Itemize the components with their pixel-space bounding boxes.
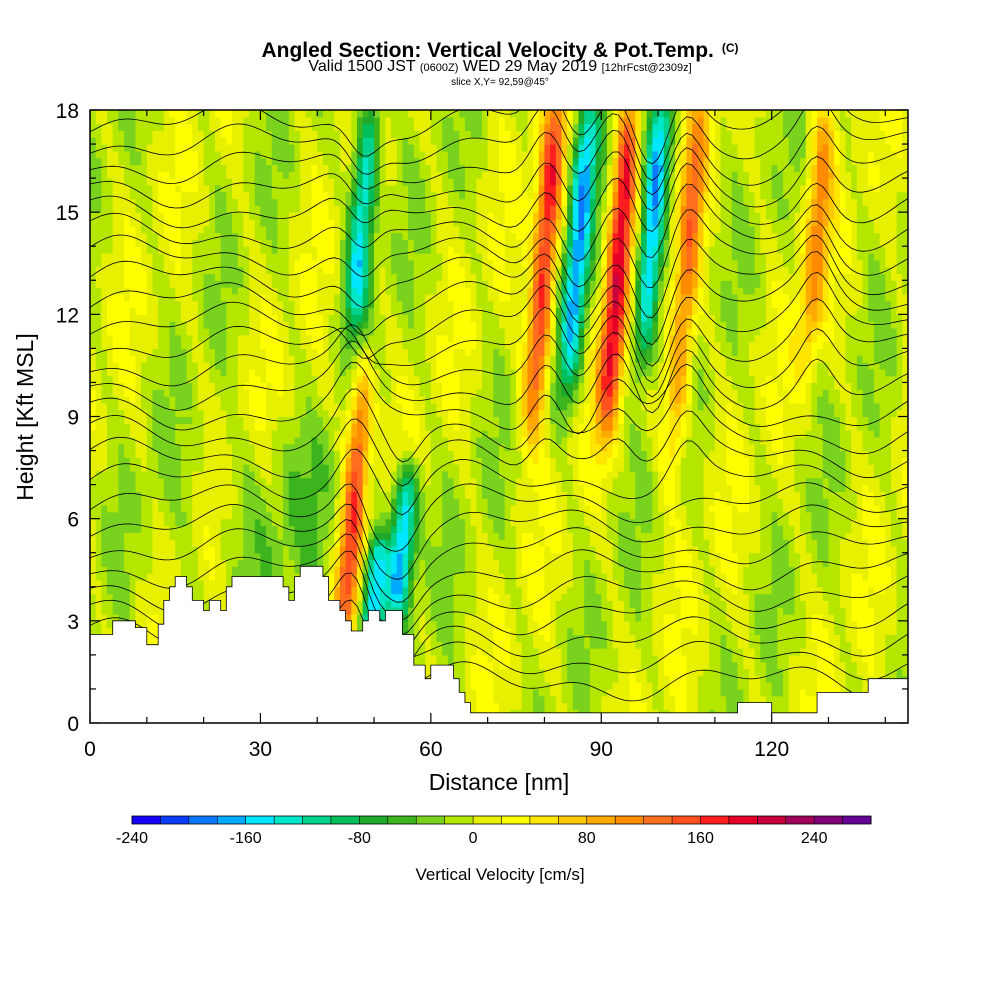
colorbar-tick-label: 160 — [687, 830, 714, 847]
colorbar-segment — [132, 816, 161, 824]
colorbar-segment — [700, 816, 730, 824]
colorbar-segment — [217, 816, 247, 824]
colorbar-tick-label: 240 — [801, 830, 828, 847]
colorbar-segment — [416, 816, 446, 824]
colorbar-segment — [757, 816, 787, 824]
colorbar-segment — [444, 816, 474, 824]
x-tick-label: 120 — [754, 738, 789, 761]
colorbar-tick-label: -80 — [348, 830, 371, 847]
colorbar-segment — [359, 816, 389, 824]
y-tick-label: 9 — [67, 407, 79, 430]
chart-title-main: Angled Section: Vertical Velocity & Pot.… — [261, 39, 714, 62]
colorbar-segment — [274, 816, 303, 824]
forecast-info: [12hrFcst@2309z] — [601, 62, 692, 74]
colorbar-title: Vertical Velocity [cm/s] — [415, 865, 584, 884]
colorbar-segment — [501, 816, 531, 824]
colorbar-segment — [387, 816, 417, 824]
colorbar-segment — [643, 816, 673, 824]
colorbar-segment — [785, 816, 815, 824]
chart-title: Angled Section: Vertical Velocity & Pot.… — [0, 36, 1000, 63]
colorbar-segment — [245, 816, 275, 824]
vertical-velocity-field — [90, 110, 908, 723]
colorbar-segment — [814, 816, 843, 824]
colorbar-tick-label: 0 — [469, 830, 478, 847]
colorbar-segment — [529, 816, 559, 824]
y-tick-label: 3 — [67, 611, 79, 634]
valid-utc: (0600Z) — [419, 62, 459, 74]
chart-subtitle-valid: Valid 1500 JST (0600Z) WED 29 May 2019 [… — [0, 58, 1000, 77]
x-tick-label: 60 — [419, 738, 442, 761]
y-tick-label: 6 — [67, 509, 79, 532]
terrain-mask — [90, 565, 908, 723]
colorbar-segment — [842, 816, 872, 824]
colorbar-segment — [615, 816, 645, 824]
colorbar-segment — [672, 816, 701, 824]
colorbar-segment — [728, 816, 758, 824]
y-tick-label: 0 — [67, 713, 79, 736]
colorbar: -240 -160 -80 0 80 160 240 — [116, 815, 872, 847]
colorbar-segment — [586, 816, 616, 824]
axes: 0 30 60 90 120 0 3 6 9 12 15 18 — [56, 100, 908, 761]
y-tick-label: 15 — [56, 202, 79, 225]
x-tick-label: 90 — [590, 738, 613, 761]
y-tick-label: 12 — [56, 304, 79, 327]
colorbar-tick-label: -160 — [230, 830, 262, 847]
slice-info: slice X,Y= 92,59@45° — [451, 77, 549, 88]
colorbar-segment — [473, 816, 502, 824]
x-tick-label: 0 — [84, 738, 96, 761]
valid-prefix: Valid 1500 JST — [308, 58, 416, 75]
y-axis-label: Height [Kft MSL] — [12, 333, 38, 500]
colorbar-segment — [330, 816, 360, 824]
chart-title-suffix: (C) — [721, 41, 739, 55]
colorbar-segment — [558, 816, 588, 824]
colorbar-segment — [188, 816, 218, 824]
y-tick-label: 18 — [56, 100, 79, 123]
colorbar-tick-label: -240 — [116, 830, 148, 847]
colorbar-segment — [160, 816, 190, 824]
x-tick-label: 30 — [249, 738, 272, 761]
colorbar-tick-label: 80 — [578, 830, 596, 847]
x-axis-label: Distance [nm] — [429, 769, 570, 795]
colorbar-segment — [302, 816, 332, 824]
valid-date: WED 29 May 2019 — [462, 58, 598, 75]
